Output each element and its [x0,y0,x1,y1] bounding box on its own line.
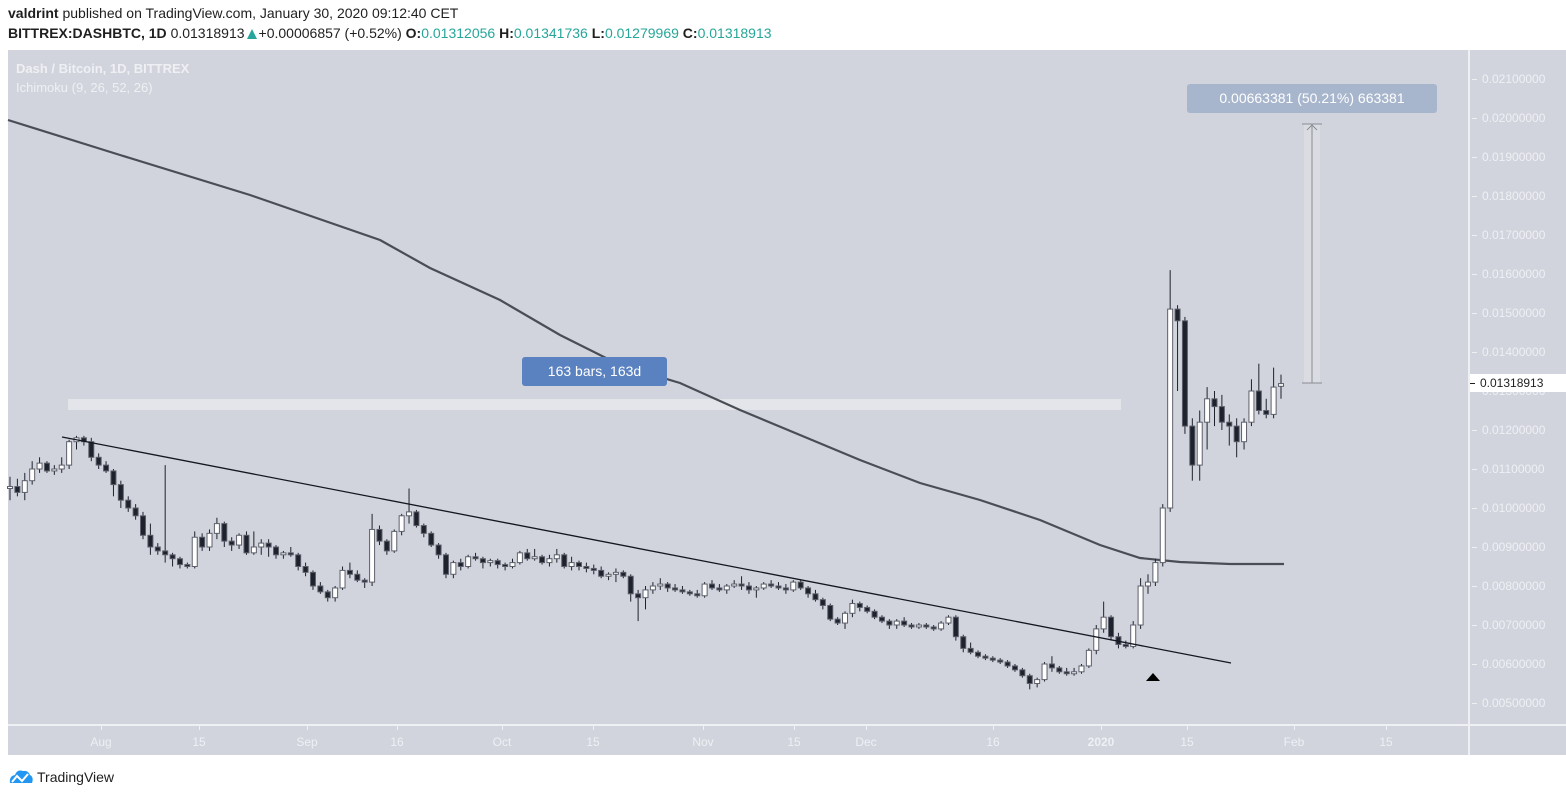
open-label: O: [405,25,422,41]
indicator-label[interactable]: Ichimoku (9, 26, 52, 26) [16,80,153,95]
author-name[interactable]: valdrint [8,5,59,21]
brand-name: TradingView [37,769,115,785]
symbol-name: BITTREX:DASHBTC, 1D [8,25,167,41]
close-value: 0.01318913 [697,25,772,41]
time-tick-mark [593,726,594,730]
candlesticks [7,270,1284,690]
time-tick-label: 16 [390,735,404,749]
price-tick: 0.01600000 [1472,267,1545,281]
time-tick-label: Nov [692,735,714,749]
time-tick-mark [1187,726,1188,730]
price-tick: 0.01200000 [1472,423,1545,437]
last-price: 0.01318913 [170,25,245,41]
low-value: 0.01279969 [604,25,679,41]
time-tick-label: 15 [1180,735,1194,749]
horizontal-band [68,399,1121,410]
time-tick-mark [993,726,994,730]
time-tick-mark [199,726,200,730]
time-tick-label: 16 [986,735,1000,749]
time-tick-label: Oct [492,735,512,749]
publish-info: valdrint published on TradingView.com, J… [8,5,458,21]
price-tick: 0.01000000 [1472,501,1545,515]
low-label: L: [591,25,605,41]
publish-text: published on TradingView.com, January 30… [62,5,459,21]
time-tick-label: Dec [855,735,877,749]
price-tick: 0.01100000 [1472,462,1545,476]
time-tick-mark [101,726,102,730]
time-axis-divider [8,724,1566,726]
triangle-marker-icon [1146,673,1160,681]
time-tick-mark [1101,726,1102,730]
price-tick: 0.00600000 [1472,657,1545,671]
time-tick-mark [794,726,795,730]
price-range-measure[interactable] [1302,123,1322,384]
time-tick-label: 15 [787,735,801,749]
time-tick-label: Feb [1283,735,1305,749]
price-tick: 0.02100000 [1472,72,1545,86]
time-tick-label: Aug [90,735,112,749]
open-value: 0.01312056 [421,25,496,41]
price-tick: 0.01500000 [1472,306,1545,320]
time-tick-mark [307,726,308,730]
price-tick: 0.02000000 [1472,111,1545,125]
price-range-label: 0.00663381 (50.21%) 663381 [1187,84,1437,113]
high-label: H: [499,25,514,41]
close-label: C: [682,25,698,41]
pane-title: Dash / Bitcoin, 1D, BITTREX [16,61,190,76]
price-tick: 0.01700000 [1472,228,1545,242]
price-tick: 0.00500000 [1472,696,1545,710]
price-tick: 0.01400000 [1472,345,1545,359]
time-tick-mark [866,726,867,730]
up-arrow-icon [246,29,257,39]
price-tick: 0.00700000 [1472,618,1545,632]
symbol-info: BITTREX:DASHBTC, 1D 0.01318913 +0.0000685… [8,25,772,41]
time-tick-label: 15 [192,735,206,749]
last-price-tag: 0.01318913 [1470,374,1566,392]
price-tick: 0.01900000 [1472,150,1545,164]
price-tick: 0.00900000 [1472,540,1545,554]
time-tick-label: Sep [296,735,318,749]
time-tick-mark [1294,726,1295,730]
time-tick-label: 2020 [1087,735,1115,749]
time-tick-label: 15 [586,735,600,749]
time-tick-mark [1386,726,1387,730]
time-tick-mark [397,726,398,730]
price-change: +0.00006857 (+0.52%) [258,25,402,41]
time-tick-label: 15 [1379,735,1393,749]
bars-range-label: 163 bars, 163d [522,357,667,386]
time-tick-mark [703,726,704,730]
tradingview-logo-icon [9,770,33,783]
price-axis-divider [1468,50,1470,755]
price-tick: 0.01800000 [1472,189,1545,203]
trendline[interactable] [61,436,1232,664]
high-value: 0.01341736 [513,25,588,41]
ichimoku-line [7,118,1284,566]
price-tick: 0.00800000 [1472,579,1545,593]
time-tick-mark [502,726,503,730]
footer-brand[interactable]: TradingView [8,768,114,786]
